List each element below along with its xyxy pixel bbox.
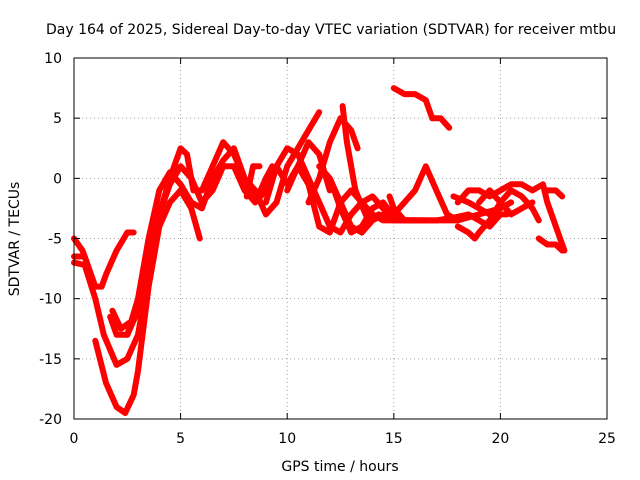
x-axis-title: GPS time / hours: [281, 459, 398, 475]
series-trace-12: [339, 103, 382, 224]
y-tick-label: -20: [39, 412, 62, 428]
y-tick-label: 10: [44, 51, 62, 67]
series-trace-18: [476, 187, 536, 218]
y-tick-label: -15: [39, 352, 62, 368]
gridlines: [74, 58, 607, 419]
series-trace-17: [450, 193, 510, 218]
chart-title: Day 164 of 2025, Sidereal Day-to-day VTE…: [46, 22, 616, 38]
series-trace-22: [109, 307, 133, 332]
y-tick-label: 0: [53, 171, 62, 187]
x-tick-label: 20: [491, 431, 509, 447]
x-tick-label: 10: [278, 431, 296, 447]
y-tick-label: -5: [48, 232, 62, 248]
series-trace-16: [454, 181, 568, 254]
series-trace-14: [386, 193, 419, 224]
series-trace-13: [390, 85, 453, 131]
x-tick-label: 0: [70, 431, 79, 447]
x-tick-label: 5: [176, 431, 185, 447]
y-axis-title: SDTVAR / TECUs: [7, 182, 23, 297]
series-trace-20: [544, 187, 566, 200]
x-tick-label: 25: [598, 431, 616, 447]
y-tick-label: 5: [53, 111, 62, 127]
x-tick-label: 15: [385, 431, 403, 447]
y-tick-label: -10: [39, 292, 62, 308]
data-traces: [71, 85, 568, 416]
series-trace-3: [92, 187, 203, 416]
series-trace-9: [305, 115, 361, 206]
series-trace-6: [124, 109, 323, 338]
series-trace-19: [535, 235, 566, 254]
series-trace-21: [243, 163, 263, 200]
series-trace-4: [71, 235, 90, 266]
series-trace-8: [284, 163, 515, 236]
axis-ticks: 0 5 10 15 20 25 -20 -15 -10 -5 0 5 10: [39, 51, 616, 447]
